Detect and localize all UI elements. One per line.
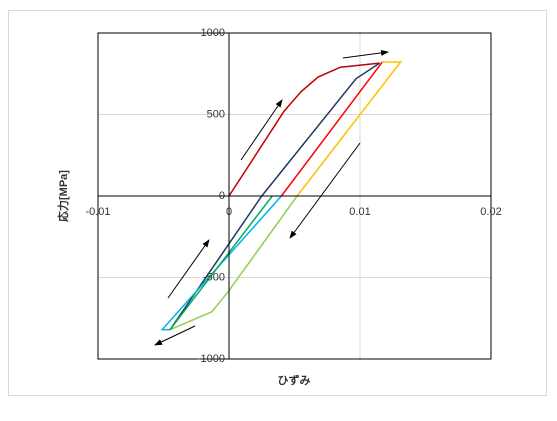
line-series	[280, 61, 383, 197]
y-tick-label: -500	[203, 271, 225, 283]
arrow	[154, 325, 196, 346]
line-series	[169, 195, 273, 331]
line-series	[169, 195, 298, 331]
y-tick-label: 1000	[201, 27, 225, 39]
arrow	[240, 99, 283, 161]
line-series	[228, 62, 380, 197]
chart-frame	[8, 10, 547, 396]
y-tick-label: -1000	[197, 353, 225, 365]
line-series	[160, 195, 282, 331]
y-axis-label: 応力[MPa]	[56, 170, 70, 222]
x-tick-label: -0.01	[85, 206, 110, 218]
x-tick-label: 0.01	[349, 206, 370, 218]
x-tick-label: 0.02	[480, 206, 501, 218]
arrow	[342, 49, 389, 59]
line-series	[296, 61, 403, 197]
arrow	[167, 239, 210, 299]
x-axis-label: ひずみ	[278, 373, 311, 387]
line-series	[169, 62, 381, 331]
y-tick-label: 500	[207, 108, 225, 120]
arrow	[289, 142, 361, 239]
